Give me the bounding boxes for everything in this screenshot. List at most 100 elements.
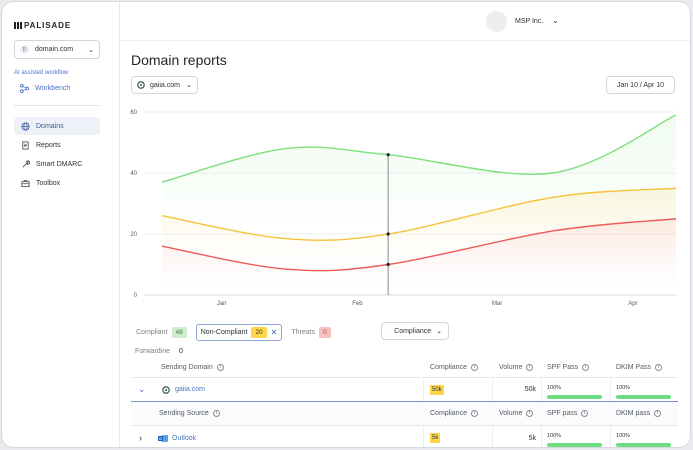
domain-link[interactable]: gaiia.com: [175, 386, 205, 393]
filter-icon: [388, 330, 390, 332]
site-select[interactable]: gaiia.com ⌄: [131, 76, 198, 94]
sidebar-item-smart-dmarc[interactable]: Smart DMARC: [14, 155, 100, 173]
divider: [131, 377, 678, 378]
sidebar-nav: Domains Reports Smart DMARC Toolbox: [14, 117, 100, 193]
outlook-icon: O: [158, 434, 168, 442]
series-area: [162, 218, 676, 289]
hover-point: [386, 262, 390, 267]
column-header[interactable]: DKIM Pass i: [616, 359, 663, 376]
sub-table-header-row: Sending Source i Compliance i Volume i SPF …: [131, 402, 678, 425]
domain-select[interactable]: D domain.com ⌄: [14, 40, 100, 59]
logo: PALISADE: [14, 21, 71, 30]
column-header[interactable]: Volume i: [499, 402, 534, 425]
volume-cell: 50k: [524, 386, 536, 393]
compliance-badge: 50k: [430, 384, 444, 395]
x-tick-label: Jan: [217, 301, 227, 307]
sidebar-item-reports[interactable]: Reports: [14, 136, 100, 154]
logo-mark-icon: [14, 22, 22, 29]
source-cell[interactable]: O Outlook: [158, 426, 197, 447]
spf-pass-bar: [547, 395, 602, 399]
info-icon[interactable]: i: [582, 364, 590, 371]
site-favicon-icon: [137, 81, 145, 89]
count-badge: 48: [171, 326, 187, 338]
sidebar-item-label: Domains: [36, 122, 64, 130]
info-icon[interactable]: i: [581, 410, 589, 417]
site-favicon-icon: [162, 385, 170, 394]
info-icon[interactable]: i: [526, 410, 534, 417]
filter-forwardine[interactable]: Forwardine 0: [135, 348, 183, 355]
chevron-down-icon: ⌄: [186, 82, 192, 89]
count-badge: 0: [319, 326, 331, 338]
column-header[interactable]: SPF pass i: [547, 402, 589, 425]
y-tick-label: 0: [134, 293, 138, 299]
compliance-cell: 5k: [430, 426, 441, 447]
divider: [131, 425, 678, 426]
y-tick-label: 40: [130, 171, 137, 177]
info-icon[interactable]: i: [470, 364, 478, 371]
compliance-button-label: Compliance: [394, 327, 432, 335]
dkim-pass-bar: [616, 443, 671, 447]
column-header[interactable]: Sending Source i: [159, 402, 220, 425]
document-icon: [21, 140, 30, 150]
dkim-pass-value: 100%: [616, 385, 631, 391]
column-header[interactable]: SPF Pass i: [547, 359, 590, 376]
info-icon[interactable]: i: [654, 410, 662, 417]
sidebar-item-label: Reports: [36, 141, 61, 149]
avatar[interactable]: [486, 11, 507, 32]
domain-cell[interactable]: gaiia.com: [162, 378, 205, 401]
chevron-right-icon[interactable]: ›: [139, 433, 142, 443]
chevron-down-icon[interactable]: ⌄: [552, 16, 559, 25]
top-bar: [120, 2, 690, 41]
spf-pass-value: 100%: [547, 433, 562, 439]
column-header[interactable]: Compliance i: [430, 402, 478, 425]
info-icon[interactable]: i: [470, 410, 478, 417]
globe-icon: [21, 121, 30, 131]
filter-label: Threats: [291, 328, 316, 336]
y-tick-label: 20: [130, 232, 137, 238]
hover-point: [386, 153, 390, 157]
sidebar-item-toolbox[interactable]: Toolbox: [14, 174, 100, 192]
chevron-down-icon[interactable]: ⌄: [138, 384, 146, 394]
filter-label: Non-Compliant: [200, 328, 248, 336]
filter-bar: Compliant 48 Non-Compliant 20 ✕ Threats …: [136, 323, 340, 341]
column-header[interactable]: Volume i: [499, 359, 534, 376]
source-link[interactable]: Outlook: [172, 434, 197, 442]
x-tick-label: Feb: [352, 301, 363, 307]
table-row[interactable]: › O Outlook 5k 5k 100% 100%: [131, 426, 678, 447]
info-icon[interactable]: i: [212, 410, 220, 417]
sidebar-item-label: Toolbox: [36, 179, 61, 187]
filter-label: Forwardine: [135, 348, 171, 355]
info-icon[interactable]: i: [526, 364, 534, 371]
x-tick-label: Mar: [492, 301, 502, 307]
workbench-link[interactable]: Workbench: [20, 84, 70, 93]
count-badge: 20: [251, 326, 267, 338]
info-icon[interactable]: i: [655, 364, 663, 371]
close-icon[interactable]: ✕: [270, 327, 278, 337]
x-tick-label: Apr: [628, 301, 637, 307]
compliance-cell: 50k: [430, 378, 444, 401]
divider: [131, 401, 678, 402]
filter-compliant[interactable]: Compliant 48: [136, 326, 187, 338]
date-range-button[interactable]: Jan 10 / Apr 10: [606, 76, 675, 94]
org-name[interactable]: MSP Inc.: [515, 18, 544, 25]
ai-workflow-label: AI assisted workflow: [14, 70, 69, 76]
workbench-icon: [20, 84, 29, 93]
filter-non-compliant[interactable]: Non-Compliant 20 ✕: [195, 323, 283, 341]
sidebar: PALISADE D domain.com ⌄ AI assisted work…: [2, 2, 120, 447]
table-header-row: Sending Domain i Compliance i Volume i SPF …: [131, 359, 678, 376]
column-header[interactable]: DKIM pass i: [616, 402, 662, 425]
sidebar-item-label: Smart DMARC: [36, 160, 83, 168]
info-icon[interactable]: i: [216, 364, 224, 371]
chevron-down-icon: ⌄: [436, 328, 442, 335]
site-select-value: gaiia.com: [150, 81, 180, 89]
sidebar-item-domains[interactable]: Domains: [14, 117, 100, 135]
table-row[interactable]: ⌄ gaiia.com 50k 50k 100% 100%: [131, 378, 678, 401]
dkim-pass-value: 100%: [616, 433, 631, 439]
column-header[interactable]: Compliance i: [430, 359, 478, 376]
volume-cell: 5k: [528, 434, 536, 442]
dkim-pass-bar: [616, 395, 671, 399]
column-header[interactable]: Sending Domain i: [161, 359, 224, 376]
filter-threats[interactable]: Threats 0: [291, 326, 331, 338]
hover-point: [386, 232, 390, 236]
compliance-filter-button[interactable]: Compliance ⌄: [381, 322, 449, 340]
